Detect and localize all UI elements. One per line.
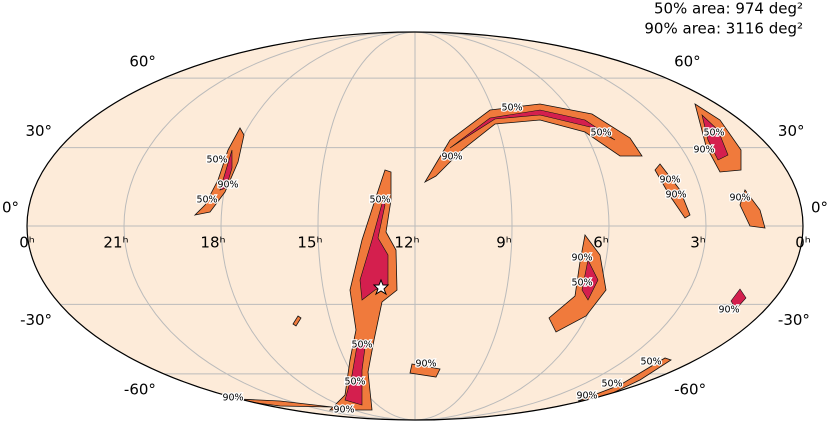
sky-border <box>26 31 804 421</box>
region-core <box>701 114 729 161</box>
contour-label: 50% <box>369 195 390 206</box>
contour-label: 90% <box>693 145 714 156</box>
region <box>292 315 302 327</box>
region <box>548 234 607 333</box>
contour-labels: 50%50%90%50%90%50% 50%90%90%50%90%90%90%5… <box>195 101 752 417</box>
contour-label: 50% <box>571 278 592 289</box>
ra-label: 9ʰ <box>496 234 512 252</box>
lat-label: -30° <box>20 311 52 329</box>
probability-regions <box>193 103 766 411</box>
lat-label: 60° <box>674 53 701 71</box>
contour-label: 90% <box>222 393 243 404</box>
contour-label: 90% <box>217 180 238 191</box>
contour-label: 90% <box>576 391 597 402</box>
contour-label: 50% <box>344 377 365 388</box>
area-50: 50% area: 974 deg² <box>654 0 803 18</box>
contour-label: 90% <box>718 305 739 316</box>
lat-label: 30° <box>778 122 805 140</box>
ra-label: 0ʰ <box>19 234 35 252</box>
contour-label: 50% <box>640 357 661 368</box>
lat-label: -30° <box>778 311 810 329</box>
lat-label: 60° <box>129 53 156 71</box>
region-core <box>730 288 747 310</box>
region-core <box>581 259 599 301</box>
region-core <box>219 149 233 191</box>
area-90: 90% area: 3116 deg² <box>644 20 803 38</box>
lat-label: 30° <box>25 122 52 140</box>
ra-label: 12ʰ <box>394 234 419 252</box>
region <box>193 127 245 216</box>
contour-label: 90% <box>333 405 354 416</box>
ra-label: 15ʰ <box>297 234 322 252</box>
region <box>409 363 441 378</box>
contour-label: 50% <box>601 379 622 390</box>
lat-label: 0° <box>2 199 19 217</box>
contour-label: 90% <box>729 193 750 204</box>
lat-label: -60° <box>674 380 706 398</box>
ra-label: 6ʰ <box>593 234 609 252</box>
contour-label: 50% <box>501 103 522 114</box>
contour-label: 90% <box>571 253 592 264</box>
contour-label: 50% <box>590 128 611 139</box>
region <box>654 163 691 219</box>
ra-label: 18ʰ <box>200 234 225 252</box>
ra-label: 0ʰ <box>795 234 811 252</box>
contour-label: 50% <box>196 195 217 206</box>
ra-label: 3ʰ <box>690 234 706 252</box>
contour-label: 50% <box>206 155 227 166</box>
region-core <box>449 109 616 149</box>
contour-label: 90% <box>659 175 680 186</box>
lat-label: 0° <box>811 199 828 217</box>
contour-label: 50% <box>703 128 724 139</box>
contour-label: 90% <box>441 152 462 163</box>
ra-label: 21ʰ <box>103 234 128 252</box>
region <box>739 189 766 229</box>
lat-label: -60° <box>124 380 156 398</box>
contour-label: 90% <box>415 359 436 370</box>
contour-label: 50% <box>351 340 372 351</box>
source-marker <box>372 278 390 296</box>
contour-label: 90% <box>665 190 686 201</box>
